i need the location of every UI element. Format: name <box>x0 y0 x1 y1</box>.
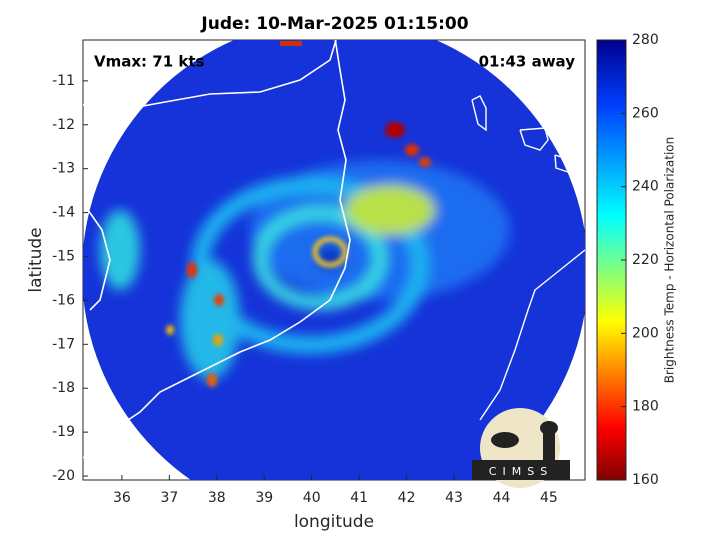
y-tick-label: -18 <box>52 380 75 396</box>
annotation: 01:43 away <box>479 53 576 71</box>
x-tick-label: 44 <box>493 490 511 506</box>
x-tick-label: 38 <box>208 490 226 506</box>
logo-text: CIMSS <box>489 465 553 478</box>
x-tick-label: 42 <box>398 490 416 506</box>
y-axis-label: latitude <box>26 227 46 292</box>
colorbar-tick-label: 240 <box>632 179 659 195</box>
colorbar-label: Brightness Temp - Horizontal Polarizatio… <box>663 137 677 384</box>
y-tick-label: -19 <box>52 424 75 440</box>
y-tick-label: -16 <box>52 292 75 308</box>
y-tick-label: -13 <box>52 161 75 177</box>
y-tick-label: -12 <box>52 117 75 133</box>
x-tick-label: 40 <box>303 490 321 506</box>
x-axis-label: longitude <box>294 512 374 532</box>
x-tick-label: 37 <box>160 490 178 506</box>
swath <box>83 40 585 480</box>
colorbar-tick-label: 220 <box>632 252 659 268</box>
colorbar-tick-label: 180 <box>632 399 659 415</box>
colorbar-tick-label: 200 <box>632 325 659 341</box>
x-tick-label: 41 <box>350 490 368 506</box>
annotation: Vmax: 71 kts <box>94 53 204 71</box>
chart-title: Jude: 10-Mar-2025 01:15:00 <box>200 14 468 34</box>
y-tick-label: -15 <box>52 248 75 264</box>
x-tick-label: 39 <box>255 490 273 506</box>
x-tick-label: 36 <box>113 490 131 506</box>
x-tick-label: 45 <box>540 490 558 506</box>
logo: CIMSS <box>472 408 570 488</box>
colorbar-tick-label: 160 <box>632 472 659 488</box>
y-tick-label: -14 <box>52 205 75 221</box>
y-tick-label: -11 <box>52 73 75 89</box>
y-tick-label: -17 <box>52 336 75 352</box>
x-tick-label: 43 <box>445 490 463 506</box>
colorbar-tick-label: 260 <box>632 105 659 121</box>
y-tick-label: -20 <box>52 468 75 484</box>
colorbar-tick-label: 280 <box>632 32 659 48</box>
